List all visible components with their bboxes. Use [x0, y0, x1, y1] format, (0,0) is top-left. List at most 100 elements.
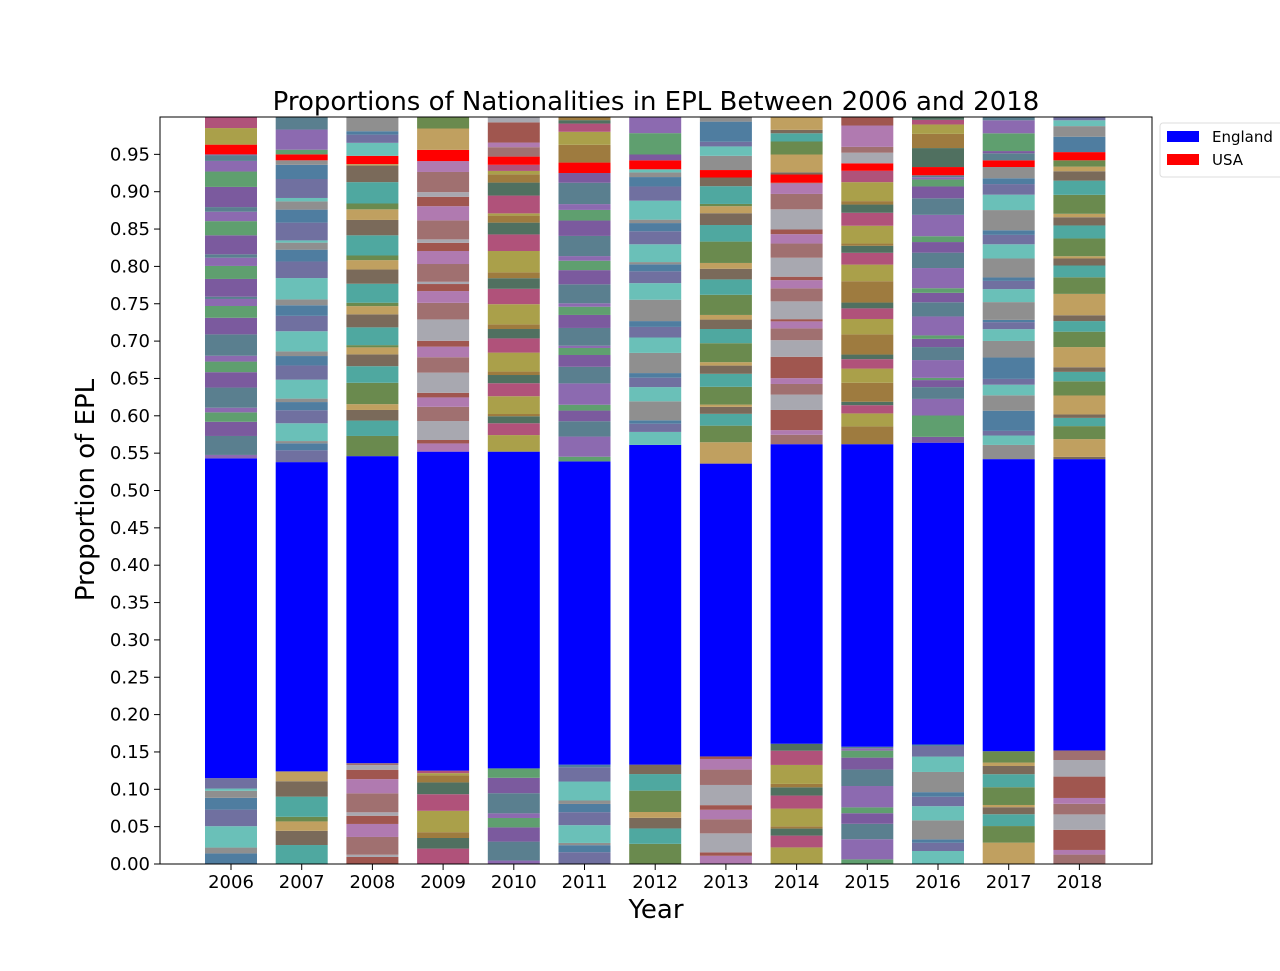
bar-segment-other — [982, 842, 1035, 864]
bar-segment-other — [841, 334, 894, 355]
bar-segment-other — [770, 288, 823, 302]
bar-segment-other — [1053, 849, 1106, 855]
bar-segment-other — [558, 366, 611, 384]
bar-segment-other — [487, 215, 540, 223]
bar-segment-other — [629, 431, 682, 445]
bar-segment-other — [346, 327, 399, 346]
bar-segment-other — [417, 281, 470, 285]
bar-usa-2013 — [699, 170, 752, 178]
bar-segment-other — [558, 456, 611, 462]
bar-segment-other — [1053, 854, 1106, 864]
bar-segment-other — [417, 196, 470, 207]
bar-england-2017 — [982, 459, 1035, 752]
bar-segment-other — [205, 160, 257, 172]
bar-segment-other — [1053, 776, 1106, 798]
bar-segment-other — [770, 193, 823, 210]
bar-segment-other — [275, 160, 328, 165]
bar-segment-other — [841, 354, 894, 360]
bar-segment-other — [841, 769, 894, 787]
bar-segment-other — [982, 322, 1035, 330]
bar-segment-other — [841, 757, 894, 770]
bar-segment-other — [487, 164, 540, 171]
bar-segment-other — [629, 133, 682, 155]
bar-segment-other — [629, 373, 682, 378]
bar-segment-other — [770, 808, 823, 827]
bar-segment-other — [770, 795, 823, 809]
bar-segment-other — [1053, 136, 1106, 153]
bar-segment-other — [275, 816, 328, 822]
bar-segment-other — [912, 148, 964, 168]
bar-segment-other — [487, 768, 540, 778]
bar-segment-other — [1053, 803, 1106, 815]
bar-segment-other — [699, 146, 752, 156]
bar-segment-other — [205, 117, 257, 129]
bar-segment-other — [275, 423, 328, 442]
bar-segment-other — [912, 398, 964, 416]
bars — [205, 117, 1106, 864]
bar-segment-other — [417, 357, 470, 373]
bar-segment-other — [275, 179, 328, 198]
bar-segment-other — [417, 291, 470, 303]
bar-segment-other — [558, 803, 611, 813]
bar-segment-other — [912, 124, 964, 134]
bar-segment-other — [699, 279, 752, 295]
y-tick-label: 0.90 — [110, 182, 150, 203]
bar-segment-other — [417, 242, 470, 252]
bar-segment-other — [982, 435, 1035, 445]
bar-segment-other — [912, 198, 964, 215]
bar-segment-other — [982, 244, 1035, 259]
bar-segment-other — [558, 173, 611, 183]
bar-segment-other — [487, 142, 540, 148]
bar-segment-other — [346, 765, 399, 770]
bar-usa-2010 — [487, 156, 540, 165]
bar-segment-other — [417, 838, 470, 849]
x-tick-label: 2013 — [703, 872, 749, 893]
bar-segment-other — [346, 435, 399, 457]
bar-segment-other — [487, 328, 540, 339]
bar-segment-other — [1053, 331, 1106, 348]
bar-segment-other — [841, 245, 894, 253]
bar-segment-other — [275, 781, 328, 797]
bar-segment-other — [841, 308, 894, 319]
bar-segment-other — [699, 225, 752, 242]
bar-segment-other — [487, 860, 540, 864]
bar-segment-other — [1053, 256, 1106, 259]
x-axis-ticks: 2006 2007 2008 2009 2010 2011 2012 2013 2014 2015… — [208, 864, 1102, 893]
bar-segment-other — [558, 182, 611, 205]
bar-segment-other — [346, 269, 399, 284]
bar-segment-other — [982, 178, 1035, 185]
y-tick-label: 0.30 — [110, 630, 150, 651]
bar-segment-other — [417, 770, 470, 774]
bar-segment-other — [912, 177, 964, 180]
bar-usa-2008 — [346, 155, 399, 165]
bar-segment-other — [629, 264, 682, 272]
bar-segment-other — [770, 743, 823, 751]
bar-segment-other — [487, 304, 540, 325]
bar-segment-other — [275, 149, 328, 155]
bar-segment-other — [487, 170, 540, 175]
bar-segment-other — [629, 169, 682, 173]
bar-segment-other — [699, 343, 752, 363]
bar-segment-other — [1053, 814, 1106, 830]
bar-segment-other — [1053, 225, 1106, 239]
bar-segment-other — [558, 842, 611, 846]
bar-segment-other — [629, 271, 682, 284]
bar-segment-other — [346, 134, 399, 143]
bar-segment-other — [912, 236, 964, 243]
bar-segment-other — [699, 117, 752, 122]
bar-segment-other — [1053, 265, 1106, 278]
bar-segment-other — [699, 362, 752, 366]
bar-segment-other — [417, 340, 470, 347]
bar-segment-other — [558, 131, 611, 145]
bar-segment-other — [699, 852, 752, 856]
bar-segment-other — [346, 366, 399, 383]
bar-segment-other — [982, 787, 1035, 805]
bar-segment-other — [982, 302, 1035, 320]
bar-segment-other — [841, 382, 894, 402]
x-tick-label: 2017 — [986, 872, 1032, 893]
bar-segment-other — [1053, 160, 1106, 167]
bar-segment-other — [275, 771, 328, 782]
x-tick-label: 2014 — [774, 872, 820, 893]
bar-segment-other — [982, 319, 1035, 323]
